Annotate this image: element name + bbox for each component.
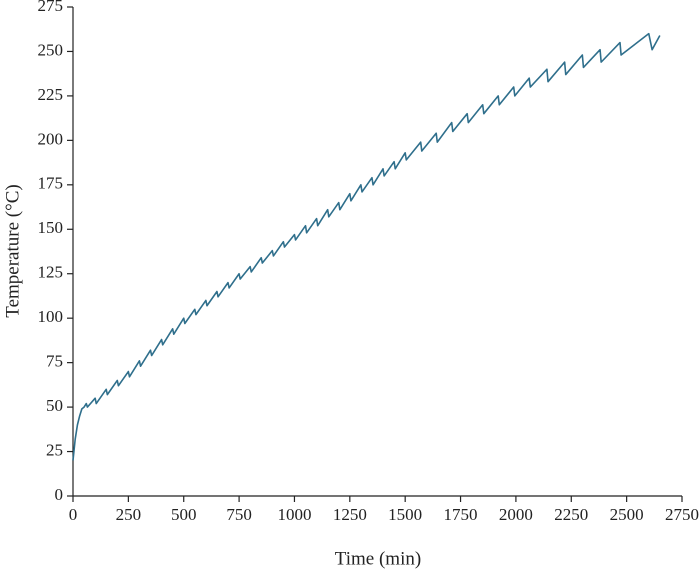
y-tick-label: 275 — [38, 0, 64, 15]
x-tick-label: 2750 — [665, 505, 699, 524]
y-tick-label: 225 — [38, 85, 64, 104]
x-tick-label: 0 — [69, 505, 78, 524]
y-tick-label: 250 — [38, 40, 64, 59]
y-tick-label: 150 — [38, 218, 64, 237]
x-tick-label: 2500 — [610, 505, 644, 524]
x-tick-label: 2000 — [499, 505, 533, 524]
data-line — [72, 32, 661, 461]
y-tick-label: 0 — [55, 485, 64, 504]
x-tick-label: 1750 — [444, 505, 478, 524]
y-tick-label: 75 — [46, 352, 63, 371]
x-tick-label: 500 — [171, 505, 197, 524]
x-tick-label: 1500 — [388, 505, 422, 524]
y-tick-label: 50 — [46, 396, 63, 415]
y-tick-label: 200 — [38, 129, 64, 148]
x-tick-label: 250 — [116, 505, 142, 524]
y-axis-label: Temperature (°C) — [2, 184, 23, 317]
x-tick-label: 1250 — [333, 505, 367, 524]
y-tick-label: 175 — [38, 174, 64, 193]
x-tick-label: 1000 — [277, 505, 311, 524]
x-tick-label: 750 — [226, 505, 252, 524]
y-tick-label: 100 — [38, 307, 64, 326]
x-axis-label: Time (min) — [335, 548, 421, 569]
y-tick-label: 25 — [46, 440, 63, 459]
y-tick-label: 125 — [38, 263, 64, 282]
x-tick-label: 2250 — [554, 505, 588, 524]
